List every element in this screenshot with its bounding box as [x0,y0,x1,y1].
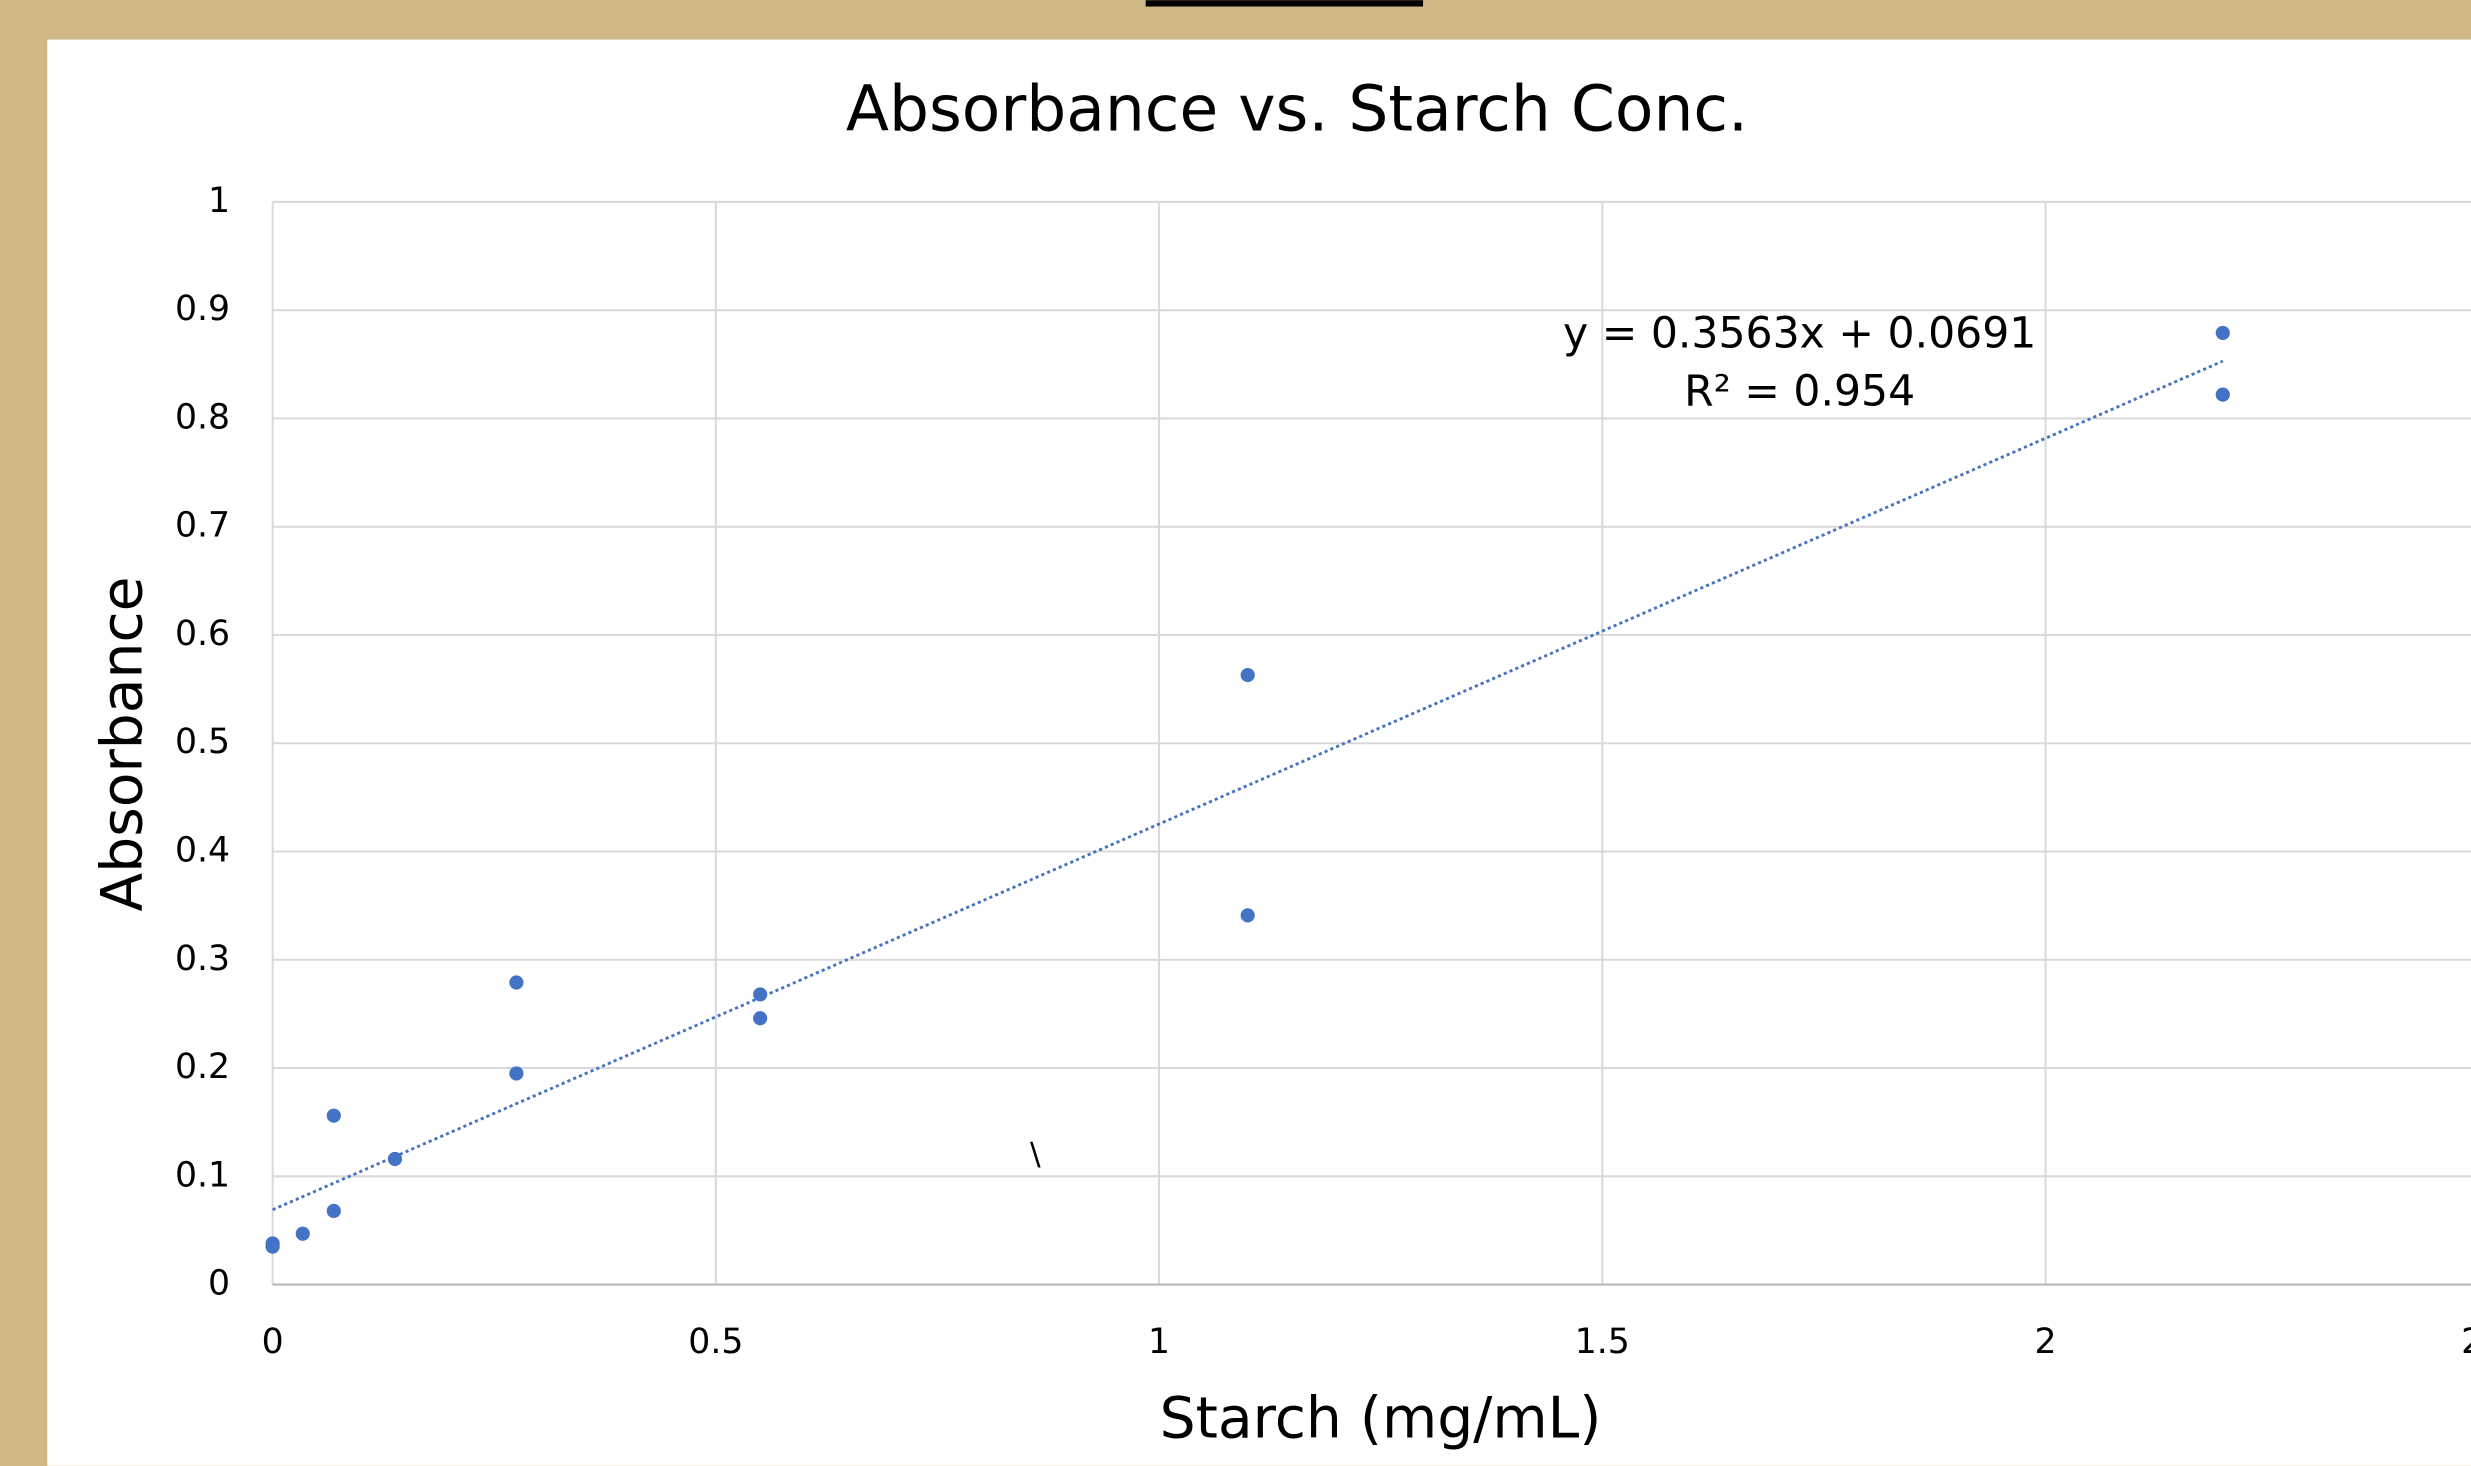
data-point [295,1226,310,1241]
y-tick-label: 0.6 [175,614,230,654]
chart-panel [47,39,2471,1466]
y-tick-label: 0.2 [175,1047,230,1087]
data-point [387,1151,403,1167]
data-point [2215,325,2230,341]
x-tick-label: 2.5 [2461,1322,2471,1362]
trendline-equation: y = 0.3563x + 0.0691 [1563,309,2036,358]
y-tick-label: 0.1 [175,1155,230,1195]
data-point [326,1108,341,1123]
x-tick-label: 1 [1148,1322,1170,1362]
chart-title: Absorbance vs. Starch Conc. [846,72,1748,146]
annotation: \ [1030,1136,1041,1172]
data-point [2215,387,2230,402]
y-tick-label: 0 [208,1264,230,1304]
data-point [509,1066,524,1081]
y-tick-label: 0.7 [175,506,230,546]
data-point [265,1239,280,1254]
data-point [753,1011,768,1026]
data-point [509,975,524,990]
trendline [272,359,2224,1212]
x-tick-label: 0 [262,1322,284,1362]
y-tick-label: 0.8 [175,397,230,437]
x-tick-label: 1.5 [1575,1322,1630,1362]
header-underline [1145,0,1424,7]
y-tick-label: 1 [208,181,230,221]
x-tick-label: 0.5 [688,1322,743,1362]
y-tick-label: 0.9 [175,289,230,329]
y-axis-title: Absorbance [90,576,156,911]
data-point [1240,667,1255,683]
y-tick-label: 0.3 [175,939,230,979]
data-point [753,987,768,1002]
data-point [1240,908,1255,923]
data-point [326,1203,341,1219]
trendline-r2: R² = 0.954 [1684,368,1915,417]
y-tick-label: 0.5 [175,722,230,762]
x-axis-title: Starch (mg/mL) [1160,1385,1602,1451]
x-tick-label: 2 [2034,1322,2056,1362]
y-tick-label: 0.4 [175,831,230,871]
